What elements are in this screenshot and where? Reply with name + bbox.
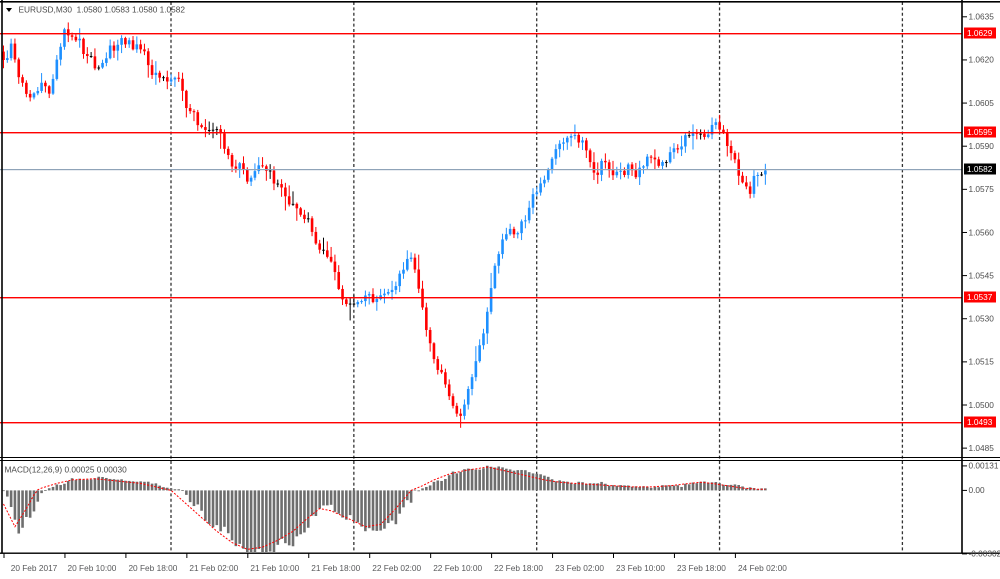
svg-text:21 Feb 02:00: 21 Feb 02:00	[189, 563, 238, 573]
svg-text:20 Feb 18:00: 20 Feb 18:00	[128, 563, 177, 573]
svg-text:22 Feb 18:00: 22 Feb 18:00	[494, 563, 543, 573]
svg-text:21 Feb 10:00: 21 Feb 10:00	[250, 563, 299, 573]
svg-text:1.0493: 1.0493	[967, 417, 993, 427]
svg-text:1.0560: 1.0560	[969, 227, 995, 237]
svg-text:1.0605: 1.0605	[969, 98, 995, 108]
svg-text:1.0530: 1.0530	[969, 314, 995, 324]
svg-text:1.0485: 1.0485	[969, 443, 995, 453]
svg-text:20 Feb 2017: 20 Feb 2017	[11, 563, 58, 573]
svg-text:1.0590: 1.0590	[969, 141, 995, 151]
svg-text:0.00: 0.00	[969, 485, 986, 495]
svg-text:-0.00302: -0.00302	[969, 549, 1000, 559]
svg-text:1.0620: 1.0620	[969, 55, 995, 65]
svg-text:1.0515: 1.0515	[969, 357, 995, 367]
svg-text:1.0595: 1.0595	[967, 127, 993, 137]
svg-text:21 Feb 18:00: 21 Feb 18:00	[311, 563, 360, 573]
svg-text:1.0635: 1.0635	[969, 12, 995, 22]
svg-text:0.00131: 0.00131	[969, 461, 999, 471]
svg-text:1.0575: 1.0575	[969, 184, 995, 194]
svg-text:1.0545: 1.0545	[969, 270, 995, 280]
svg-text:22 Feb 02:00: 22 Feb 02:00	[372, 563, 421, 573]
svg-text:1.0582: 1.0582	[967, 164, 993, 174]
svg-text:EURUSD,M30 1.0580 1.0583 1.05: EURUSD,M30 1.0580 1.0583 1.0580 1.0582	[19, 4, 186, 14]
svg-text:MACD(12,26,9) 0.00025 0.00030: MACD(12,26,9) 0.00025 0.00030	[5, 465, 128, 475]
svg-text:1.0629: 1.0629	[967, 28, 993, 38]
svg-text:23 Feb 18:00: 23 Feb 18:00	[677, 563, 726, 573]
svg-text:22 Feb 10:00: 22 Feb 10:00	[433, 563, 482, 573]
svg-text:23 Feb 02:00: 23 Feb 02:00	[555, 563, 604, 573]
svg-text:1.0537: 1.0537	[967, 292, 993, 302]
svg-text:20 Feb 10:00: 20 Feb 10:00	[67, 563, 116, 573]
svg-text:23 Feb 10:00: 23 Feb 10:00	[616, 563, 665, 573]
svg-text:24 Feb 02:00: 24 Feb 02:00	[738, 563, 787, 573]
svg-text:1.0500: 1.0500	[969, 400, 995, 410]
